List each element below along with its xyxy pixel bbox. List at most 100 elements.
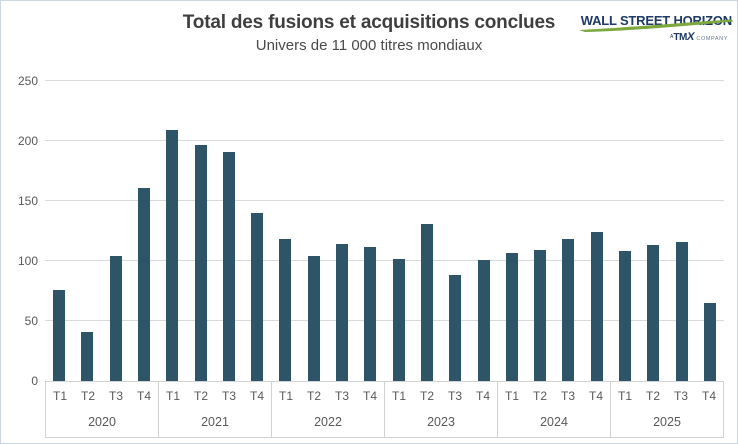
year-label: 2023 [427, 415, 455, 429]
tmx-company-text: COMPANY [696, 36, 728, 42]
quarter-label: T4 [588, 389, 603, 403]
quarter-label: T3 [447, 389, 462, 403]
quarter-label: T3 [673, 389, 688, 403]
tmx-a-mark: A [670, 34, 674, 40]
bar [449, 275, 462, 381]
logo-swoosh-icon [578, 19, 733, 32]
quarter-label: T3 [108, 389, 123, 403]
bar [534, 250, 547, 381]
bar [251, 213, 264, 381]
bar [477, 259, 490, 381]
y-axis-label: 0 [31, 374, 38, 388]
chart-title: Total des fusions et acquisitions conclu… [182, 12, 556, 33]
bar [166, 130, 179, 381]
quarter-label: T1 [52, 389, 67, 403]
bar-cell [667, 81, 695, 381]
quarter-label-row: T1 T2 T3 T4 [611, 382, 723, 409]
quarter-label: T4 [362, 389, 377, 403]
quarter-label: T1 [504, 389, 519, 403]
bar-cell [102, 81, 130, 381]
quarter-label: T2 [532, 389, 547, 403]
year-label: 2022 [314, 415, 342, 429]
bar-cell [554, 81, 582, 381]
bar [364, 246, 377, 381]
quarter-label-row: T1 T2 T3 T4 [498, 382, 610, 409]
quarter-label: T2 [80, 389, 95, 403]
y-axis-label: 250 [17, 74, 38, 88]
bar-group-2023 [385, 81, 498, 381]
bar-cell [413, 81, 441, 381]
quarter-label-row: T1 T2 T3 T4 [46, 382, 158, 409]
bar [336, 244, 349, 381]
quarter-label: T4 [701, 389, 716, 403]
bar-cell [130, 81, 158, 381]
axis-group-2020: T1 T2 T3 T4 2020 [46, 382, 159, 437]
bar-group-2021 [158, 81, 271, 381]
bar [53, 289, 66, 381]
bar-cell [243, 81, 271, 381]
quarter-label: T3 [221, 389, 236, 403]
axis-group-2024: T1 T2 T3 T4 2024 [498, 382, 611, 437]
bar [81, 331, 94, 381]
quarter-label: T2 [645, 389, 660, 403]
quarter-label-row: T1 T2 T3 T4 [385, 382, 497, 409]
bar-group-2025 [611, 81, 724, 381]
y-axis-label: 50 [24, 314, 38, 328]
quarter-label: T1 [165, 389, 180, 403]
bar-cell [186, 81, 214, 381]
axis-group-2025: T1 T2 T3 T4 2025 [611, 382, 723, 437]
bar [420, 223, 433, 381]
bar [307, 256, 320, 381]
y-axis-label: 150 [17, 194, 38, 208]
quarter-label: T4 [475, 389, 490, 403]
bar-group-2022 [271, 81, 384, 381]
bar-cell [696, 81, 724, 381]
bar [222, 151, 235, 381]
quarter-label: T1 [278, 389, 293, 403]
bar-cell [215, 81, 243, 381]
bar-cell [583, 81, 611, 381]
year-label: 2021 [201, 415, 229, 429]
quarter-label-row: T1 T2 T3 T4 [159, 382, 271, 409]
wall-street-horizon-logo: WALL STREET HORIZON ATMX COMPANY [577, 12, 733, 43]
bar-cell [356, 81, 384, 381]
gridline [45, 80, 724, 81]
bar-cell [271, 81, 299, 381]
tmx-company-logo: ATMX COMPANY [577, 31, 728, 43]
quarter-label: T3 [334, 389, 349, 403]
bar-cell [639, 81, 667, 381]
bar-group-2020 [45, 81, 158, 381]
bar-cell [385, 81, 413, 381]
quarter-label: T2 [419, 389, 434, 403]
bar [505, 252, 518, 381]
bar [392, 258, 405, 381]
bar-cell [328, 81, 356, 381]
quarter-label: T4 [249, 389, 264, 403]
axis-group-2021: T1 T2 T3 T4 2021 [159, 382, 272, 437]
bar [703, 303, 716, 381]
bar-cell [526, 81, 554, 381]
year-label: 2020 [88, 415, 116, 429]
quarter-label: T2 [193, 389, 208, 403]
axis-group-2022: T1 T2 T3 T4 2022 [272, 382, 385, 437]
year-label: 2024 [540, 415, 568, 429]
bar [675, 241, 688, 381]
bar [194, 144, 207, 381]
bar-series [45, 81, 724, 381]
bar [562, 239, 575, 381]
quarter-label: T3 [560, 389, 575, 403]
bar [619, 251, 631, 381]
quarter-label: T1 [617, 389, 632, 403]
bar [138, 187, 151, 381]
bar-cell [73, 81, 101, 381]
quarter-label: T2 [306, 389, 321, 403]
plot-area: 0 50 100 150 200 250 [18, 74, 724, 388]
gridline [45, 320, 724, 321]
axis-group-2023: T1 T2 T3 T4 2023 [385, 382, 498, 437]
bar-cell [469, 81, 497, 381]
bar-cell [498, 81, 526, 381]
bar [590, 232, 603, 381]
bar-cell [45, 81, 73, 381]
quarter-label-row: T1 T2 T3 T4 [272, 382, 384, 409]
